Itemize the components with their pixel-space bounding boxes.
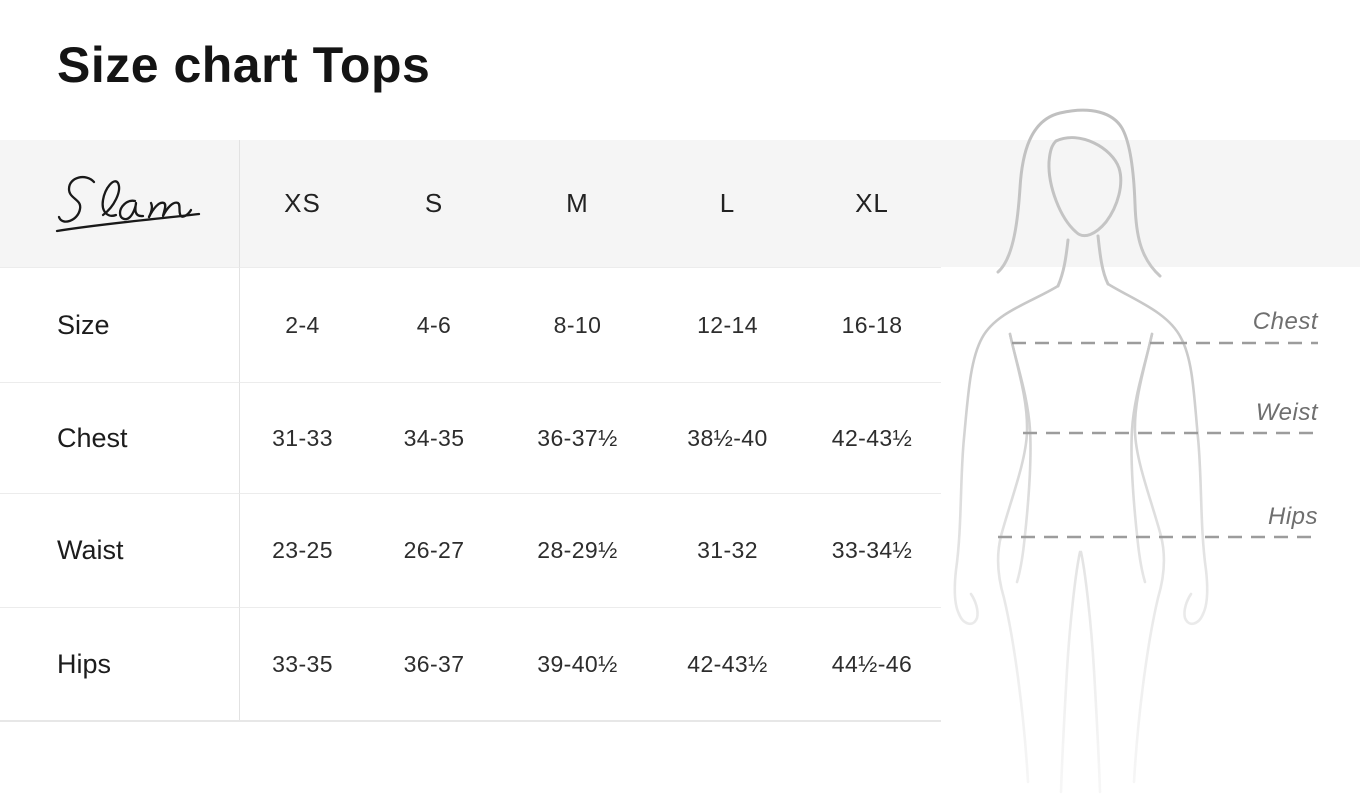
size-header-l: L: [719, 188, 736, 218]
cell-size-xl: 16-18: [803, 267, 941, 382]
cell-waist-m: 28-29½: [503, 493, 652, 607]
brand-logo-signature: [55, 175, 201, 232]
cell-size-xs: 2-4: [240, 267, 365, 382]
size-header-m: M: [566, 188, 589, 218]
cell-waist-xs: 23-25: [240, 493, 365, 607]
cell-waist-l: 31-32: [652, 493, 803, 607]
cell-size-m: 8-10: [503, 267, 652, 382]
cell-size-l: 12-14: [652, 267, 803, 382]
cell-chest-xl: 42-43½: [803, 382, 941, 493]
cell-hips-s: 36-37: [365, 607, 503, 720]
cell-hips-l: 42-43½: [652, 607, 803, 720]
cell-waist-s: 26-27: [365, 493, 503, 607]
cell-chest-s: 34-35: [365, 382, 503, 493]
cell-hips-m: 39-40½: [503, 607, 652, 720]
size-header-xs: XS: [284, 188, 321, 218]
cell-hips-xl: 44½-46: [803, 607, 941, 720]
figure-label-hips: Hips: [1267, 503, 1318, 530]
cell-chest-l: 38½-40: [652, 382, 803, 493]
row-label-chest: Chest: [0, 382, 240, 493]
size-header-s: S: [424, 188, 444, 218]
figure-label-weist: Weist: [1255, 399, 1318, 426]
page-title: Size chart Tops: [57, 37, 431, 93]
cell-chest-xs: 31-33: [240, 382, 365, 493]
cell-chest-m: 36-37½: [503, 382, 652, 493]
size-chart-table: XS S M L XL Size 2-4 4-6 8-10 12-14 16-18 Chest 31-3…: [0, 140, 941, 722]
cell-waist-xl: 33-34½: [803, 493, 941, 607]
figure-label-chest: Chest: [1252, 308, 1318, 335]
size-header-xl: XL: [855, 188, 889, 218]
cell-size-s: 4-6: [365, 267, 503, 382]
row-label-size: Size: [0, 267, 240, 382]
row-label-hips: Hips: [0, 607, 240, 720]
cell-hips-xs: 33-35: [240, 607, 365, 720]
row-label-waist: Waist: [0, 493, 240, 607]
brand-logo-cell: [0, 140, 240, 267]
